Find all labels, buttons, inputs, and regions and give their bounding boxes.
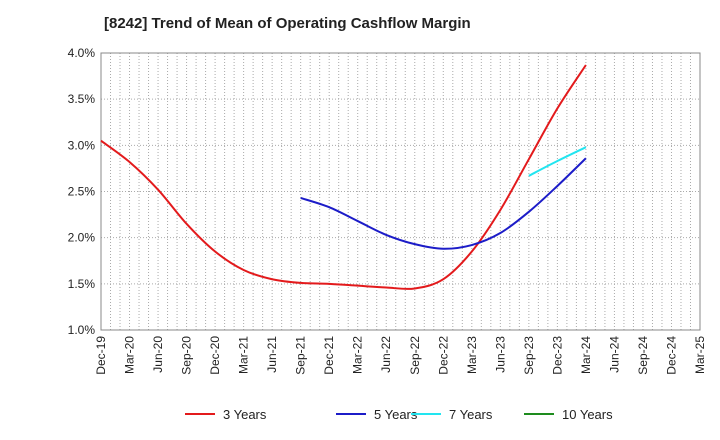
chart-title: [8242] Trend of Mean of Operating Cashfl…: [104, 15, 471, 32]
x-tick-label: Mar-20: [123, 336, 137, 374]
x-tick-label: Mar-22: [351, 336, 365, 374]
x-tick-label: Sep-20: [180, 336, 194, 375]
legend-label: 3 Years: [223, 407, 267, 422]
y-tick-label: 2.0%: [68, 231, 96, 245]
x-tick-label: Dec-19: [94, 336, 108, 375]
y-tick-label: 4.0%: [68, 46, 96, 60]
x-tick-label: Mar-23: [465, 336, 479, 374]
x-tick-label: Jun-20: [151, 336, 165, 373]
x-tick-label: Mar-24: [579, 336, 593, 374]
x-tick-label: Sep-24: [636, 336, 650, 375]
y-tick-label: 1.0%: [68, 323, 96, 337]
x-tick-label: Dec-22: [436, 336, 450, 375]
y-axis-ticks: 1.0% 1.5% 2.0% 2.5% 3.0% 3.5% 4.0%: [68, 46, 96, 337]
x-tick-label: Jun-23: [493, 336, 507, 373]
legend-label: 5 Years: [374, 407, 418, 422]
series-lines: [100, 64, 587, 290]
y-tick-label: 3.5%: [68, 92, 96, 106]
x-tick-label: Dec-24: [664, 336, 678, 375]
series-line-5-years: [300, 157, 587, 250]
y-tick-label: 1.5%: [68, 277, 96, 291]
x-axis-ticks: Dec-19 Mar-20 Jun-20 Sep-20 Dec-20 Mar-21 Jun-…: [94, 336, 707, 375]
x-tick-label: Sep-22: [408, 336, 422, 375]
x-tick-label: Dec-21: [322, 336, 336, 375]
series-line-3-years: [100, 64, 587, 290]
x-tick-label: Jun-21: [265, 336, 279, 373]
legend: 3 Years 5 Years 7 Years 10 Years: [185, 407, 613, 422]
y-tick-label: 3.0%: [68, 138, 96, 152]
y-tick-label: 2.5%: [68, 185, 96, 199]
x-tick-label: Dec-20: [208, 336, 222, 375]
legend-label: 10 Years: [562, 407, 613, 422]
legend-label: 7 Years: [449, 407, 493, 422]
x-tick-label: Sep-21: [294, 336, 308, 375]
x-tick-label: Jun-22: [379, 336, 393, 373]
x-tick-label: Mar-25: [693, 336, 707, 374]
x-tick-label: Jun-24: [607, 336, 621, 373]
x-tick-label: Mar-21: [237, 336, 251, 374]
x-tick-label: Sep-23: [522, 336, 536, 375]
plot-frame: [100, 52, 701, 331]
x-tick-label: Dec-23: [550, 336, 564, 375]
series-line-7-years: [528, 146, 587, 177]
